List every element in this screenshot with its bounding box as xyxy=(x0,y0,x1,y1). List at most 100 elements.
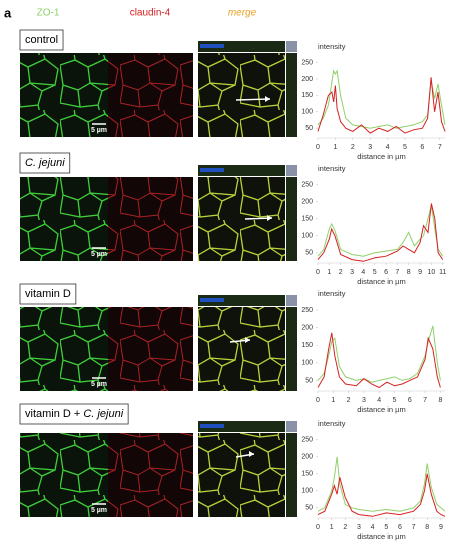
x-tick-label: 2 xyxy=(347,397,351,404)
x-axis-label: distance in µm xyxy=(357,532,406,541)
intensity-line xyxy=(317,332,441,389)
x-tick-label: 2 xyxy=(343,524,347,531)
label-part: vitamin D + xyxy=(25,408,83,420)
x-tick-label: 3 xyxy=(357,524,361,531)
y-tick-label: 150 xyxy=(301,216,313,223)
arrow-head xyxy=(245,337,250,343)
x-tick-label: 5 xyxy=(384,524,388,531)
y-tick-label: 100 xyxy=(301,360,313,367)
x-tick-label: 2 xyxy=(351,144,355,151)
merge-image-cells xyxy=(198,177,285,261)
x-tick-label: 4 xyxy=(377,397,381,404)
y-tick-label: 50 xyxy=(305,250,313,257)
panel-label: a xyxy=(4,5,12,20)
intensity-line xyxy=(317,456,446,512)
x-tick-label: 1 xyxy=(327,269,331,276)
intensity-line xyxy=(317,325,441,383)
x-tick-label: 2 xyxy=(339,269,343,276)
x-axis-label: distance in µm xyxy=(357,277,406,286)
y-axis-label: intensity xyxy=(318,419,346,428)
merge-corner xyxy=(286,165,297,176)
arrow-head xyxy=(249,451,254,457)
scale-bar-label: 5 µm xyxy=(91,251,107,258)
x-tick-label: 1 xyxy=(331,397,335,404)
y-tick-label: 250 xyxy=(301,182,313,189)
x-tick-label: 7 xyxy=(423,397,427,404)
y-tick-label: 100 xyxy=(301,109,313,116)
claudin-image-cells xyxy=(108,177,193,261)
y-tick-label: 50 xyxy=(305,505,313,512)
y-tick-label: 50 xyxy=(305,125,313,132)
intensity-line xyxy=(317,473,446,517)
x-tick-label: 0 xyxy=(316,524,320,531)
y-tick-label: 100 xyxy=(301,233,313,240)
y-tick-label: 250 xyxy=(301,437,313,444)
label-box xyxy=(19,283,77,305)
merge-corner xyxy=(286,41,297,52)
merge-top-strip xyxy=(198,421,285,432)
intensity-line xyxy=(317,203,444,262)
claudin-image-cells xyxy=(108,307,193,391)
y-axis-label: intensity xyxy=(318,164,346,173)
condition-label: vitamin D + C. jejuni xyxy=(25,408,124,420)
merge-side-strip xyxy=(286,177,297,261)
y-tick-label: 250 xyxy=(301,59,313,66)
scale-bar-label: 5 µm xyxy=(91,381,107,388)
merge-top-strip xyxy=(198,295,285,306)
y-tick-label: 200 xyxy=(301,76,313,83)
x-axis-label: distance in µm xyxy=(357,152,406,161)
condition-label: C. jejuni xyxy=(25,157,65,169)
x-tick-label: 0 xyxy=(316,397,320,404)
x-tick-label: 7 xyxy=(395,269,399,276)
claudin-image-cells xyxy=(108,53,193,137)
merge-top-strip xyxy=(198,41,285,52)
condition-label: control xyxy=(25,34,58,46)
x-tick-label: 10 xyxy=(427,269,435,276)
intensity-line xyxy=(317,205,444,257)
x-tick-label: 8 xyxy=(425,524,429,531)
column-header: ZO-1 xyxy=(37,8,60,19)
x-tick-label: 7 xyxy=(438,144,442,151)
x-tick-label: 8 xyxy=(407,269,411,276)
x-tick-label: 9 xyxy=(439,524,443,531)
x-tick-label: 4 xyxy=(371,524,375,531)
column-header: merge xyxy=(228,8,257,19)
x-tick-label: 0 xyxy=(316,144,320,151)
label-box xyxy=(19,152,71,174)
merge-side-strip xyxy=(286,53,297,137)
merge-blue xyxy=(200,424,224,428)
x-tick-label: 3 xyxy=(350,269,354,276)
x-tick-label: 7 xyxy=(412,524,416,531)
x-tick-label: 3 xyxy=(362,397,366,404)
y-axis-label: intensity xyxy=(318,42,346,51)
scale-bar-label: 5 µm xyxy=(91,507,107,514)
x-tick-label: 5 xyxy=(403,144,407,151)
x-axis-label: distance in µm xyxy=(357,405,406,414)
y-tick-label: 100 xyxy=(301,488,313,495)
x-tick-label: 0 xyxy=(316,269,320,276)
x-tick-label: 9 xyxy=(418,269,422,276)
x-tick-label: 6 xyxy=(384,269,388,276)
x-tick-label: 6 xyxy=(408,397,412,404)
label-box xyxy=(19,403,129,425)
x-tick-label: 11 xyxy=(439,269,446,276)
x-tick-label: 8 xyxy=(438,397,442,404)
y-tick-label: 250 xyxy=(301,307,313,314)
y-tick-label: 200 xyxy=(301,199,313,206)
x-tick-label: 5 xyxy=(373,269,377,276)
merge-blue xyxy=(200,298,224,302)
label-box xyxy=(19,29,64,51)
label-part: C. jejuni xyxy=(83,408,123,420)
y-tick-label: 150 xyxy=(301,342,313,349)
y-tick-label: 200 xyxy=(301,454,313,461)
merge-side-strip xyxy=(286,433,297,517)
y-tick-label: 150 xyxy=(301,92,313,99)
merge-corner xyxy=(286,421,297,432)
merge-image-cells xyxy=(198,307,285,391)
merge-top-strip xyxy=(198,165,285,176)
zo1-image-cells xyxy=(20,53,108,137)
merge-image-cells xyxy=(198,53,285,137)
x-tick-label: 5 xyxy=(393,397,397,404)
y-axis-label: intensity xyxy=(318,289,346,298)
